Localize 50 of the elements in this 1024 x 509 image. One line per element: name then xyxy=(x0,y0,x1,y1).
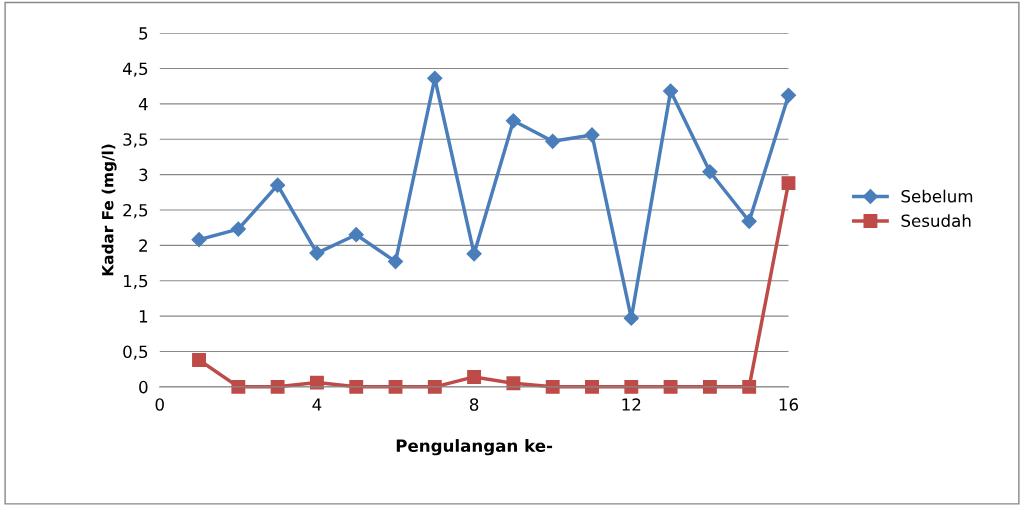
x-axis-title: Pengulangan ke- xyxy=(396,439,553,456)
x-tick-label: 16 xyxy=(779,398,799,411)
y-tick-label: 2,5 xyxy=(123,203,148,219)
point xyxy=(505,113,521,129)
y-tick-label: 1,5 xyxy=(123,274,148,289)
x-tick-label: 8 xyxy=(469,398,479,411)
point xyxy=(702,379,717,394)
point xyxy=(702,164,718,180)
point xyxy=(427,70,443,86)
point xyxy=(545,379,560,394)
point xyxy=(191,232,207,248)
x-tick-label: 12 xyxy=(622,398,641,411)
x-tick-label: 4 xyxy=(312,398,322,411)
y-tick-label: 0 xyxy=(139,380,148,394)
y-tick-label: 3,5 xyxy=(123,133,148,148)
point xyxy=(584,127,600,143)
point xyxy=(466,246,482,262)
point xyxy=(467,369,482,384)
point xyxy=(270,177,286,193)
point xyxy=(624,379,639,394)
point xyxy=(349,379,364,394)
point xyxy=(230,221,246,237)
legend-label: Sesudah xyxy=(901,214,971,228)
point xyxy=(742,379,757,394)
point xyxy=(231,379,246,394)
x-tick-label: 0 xyxy=(155,398,164,411)
y-tick-label: 4,5 xyxy=(122,62,148,77)
point xyxy=(545,133,561,149)
point xyxy=(781,176,796,191)
point xyxy=(270,379,285,394)
y-tick-label: 1 xyxy=(139,310,148,323)
point xyxy=(427,379,442,394)
point xyxy=(309,375,324,390)
point xyxy=(585,379,599,394)
y-tick-label: 5 xyxy=(139,27,148,40)
legend-label: Sebelum xyxy=(901,189,973,203)
point xyxy=(192,353,206,367)
point xyxy=(780,87,797,103)
y-axis-title: Kadar Fe (mg/l) xyxy=(101,144,117,276)
point xyxy=(663,83,679,99)
point xyxy=(387,254,404,270)
y-tick-label: 2 xyxy=(139,239,147,252)
point xyxy=(506,376,521,391)
y-tick-label: 4 xyxy=(138,98,148,111)
point xyxy=(663,379,678,394)
y-tick-label: 3 xyxy=(139,168,148,182)
point xyxy=(348,227,364,243)
y-tick-label: 0,5 xyxy=(123,345,148,360)
point xyxy=(309,245,325,261)
point xyxy=(741,213,757,229)
